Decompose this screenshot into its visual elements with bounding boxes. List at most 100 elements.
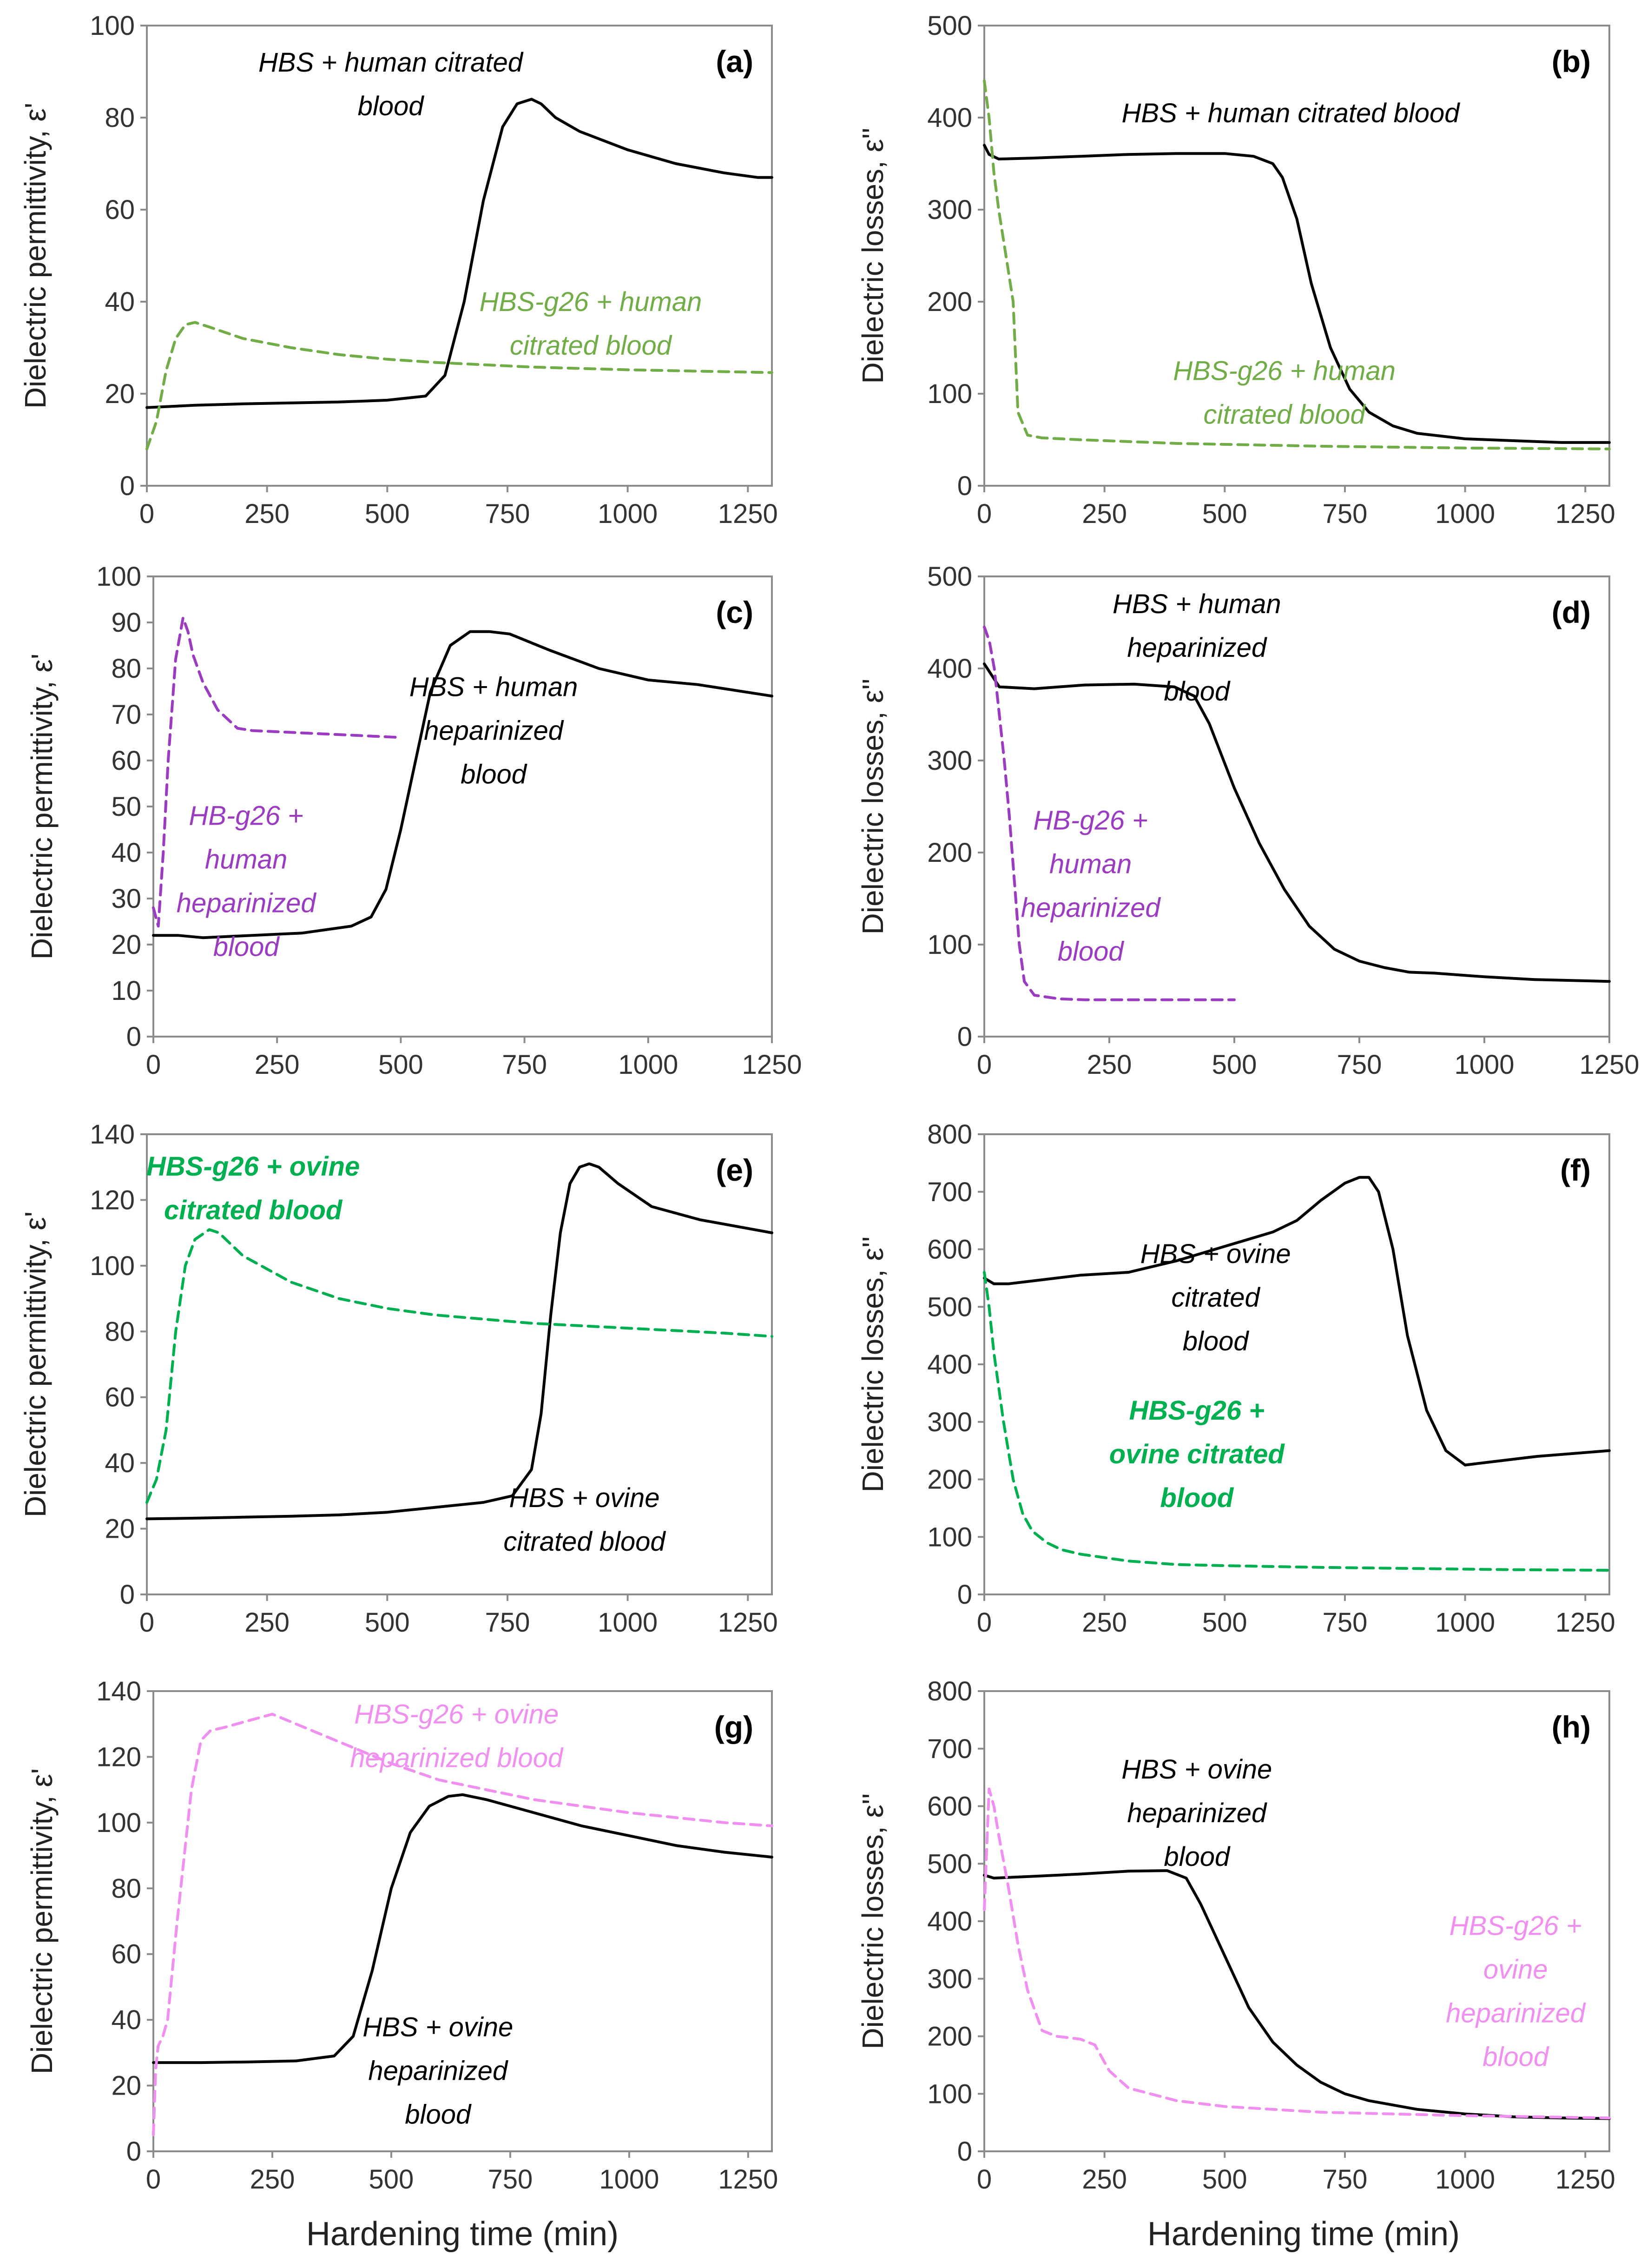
x-tick-label: 0: [977, 1050, 992, 1080]
y-tick-label: 800: [927, 1676, 972, 1706]
x-tick-label: 1000: [598, 499, 658, 529]
x-tick-label: 250: [244, 1607, 290, 1638]
y-axis-title: Dielectric losses, ε'': [856, 1793, 889, 2050]
x-tick-label: 750: [1337, 1050, 1382, 1080]
y-tick-label: 200: [927, 2022, 972, 2052]
y-tick-label: 20: [111, 930, 141, 960]
x-tick-label: 0: [977, 499, 992, 529]
y-axis-title: Dielectric losses, ε'': [856, 679, 889, 935]
y-tick-label: 300: [927, 1407, 972, 1437]
x-tick-label: 500: [1202, 1607, 1247, 1638]
x-tick-label: 750: [1323, 499, 1368, 529]
x-tick-label: 750: [1323, 1607, 1368, 1638]
x-tick-label: 750: [502, 1050, 547, 1080]
y-tick-label: 400: [927, 1349, 972, 1380]
y-axis-title: Dielectric losses, ε'': [856, 128, 889, 384]
y-tick-label: 400: [927, 103, 972, 133]
series-annotation: heparinized: [177, 888, 317, 919]
series-line-g26: [983, 79, 1611, 450]
series-line-hbs: [983, 144, 1611, 444]
y-tick-label: 500: [927, 1849, 972, 1879]
x-tick-label: 500: [1202, 2164, 1247, 2195]
y-tick-label: 200: [927, 838, 972, 868]
y-tick-label: 40: [105, 287, 135, 317]
y-tick-label: 40: [105, 1448, 135, 1478]
panel-label: (c): [716, 595, 753, 629]
y-tick-label: 120: [90, 1185, 135, 1215]
series-annotation: heparinized blood: [350, 1743, 564, 1773]
y-tick-label: 140: [90, 1119, 135, 1150]
x-tick-label: 1000: [1435, 2164, 1495, 2195]
x-tick-label: 750: [488, 2164, 533, 2195]
series-annotation: HBS-g26 +: [1129, 1395, 1265, 1426]
series-annotation: citrated: [1172, 1283, 1261, 1313]
x-axis-title-left: Hardening time (min): [306, 2215, 619, 2253]
y-tick-label: 0: [120, 1580, 135, 1610]
series-line-g26: [145, 1228, 773, 1504]
series-line-hbs: [152, 630, 773, 939]
series-annotation: blood: [461, 759, 527, 789]
y-tick-label: 10: [111, 976, 141, 1006]
x-tick-label: 1250: [718, 2164, 778, 2195]
x-axis-title-right: Hardening time (min): [1147, 2215, 1460, 2253]
x-tick-label: 1000: [599, 2164, 659, 2195]
y-tick-label: 0: [126, 2136, 141, 2167]
y-tick-label: 400: [927, 1906, 972, 1937]
series-annotation: blood: [405, 2100, 472, 2130]
x-tick-label: 1000: [618, 1050, 678, 1080]
y-tick-label: 500: [927, 11, 972, 41]
x-tick-label: 250: [1082, 1607, 1127, 1638]
y-tick-label: 100: [927, 379, 972, 409]
x-tick-label: 1000: [598, 1607, 658, 1638]
plot-frame: [983, 1133, 1610, 1595]
chart-panel-e: 0 20 40 60 80 100 120 140 0 250 500 750 1000 1250 Diel…: [19, 1119, 778, 1638]
series-annotation: heparinized: [424, 715, 564, 746]
y-tick-label: 0: [957, 2136, 972, 2167]
y-tick-label: 300: [927, 1964, 972, 1994]
series-annotation: blood: [1482, 2042, 1549, 2072]
x-tick-label: 1250: [718, 1607, 778, 1638]
series-annotation: HBS-g26 + ovine: [146, 1151, 360, 1182]
plot-frame: [146, 1133, 773, 1595]
chart-panel-b: 0 100 200 300 400 500 0 250 500 750 1000 1250 Dielec…: [856, 11, 1615, 529]
y-tick-label: 80: [105, 1316, 135, 1347]
series-line-g26: [152, 616, 402, 928]
y-tick-label: 300: [927, 746, 972, 776]
x-tick-label: 1250: [742, 1050, 802, 1080]
series-annotation: HBS-g26 + ovine: [354, 1699, 559, 1729]
x-tick-label: 500: [1212, 1050, 1257, 1080]
series-line-hbs: [152, 1793, 773, 2064]
series-annotation: blood: [1058, 937, 1125, 967]
plot-frame: [983, 25, 1610, 487]
y-axis-title: Dielectric permittivity, ε': [19, 103, 52, 409]
y-tick-label: 200: [927, 287, 972, 317]
x-tick-label: 250: [250, 2164, 295, 2195]
x-tick-label: 250: [1087, 1050, 1132, 1080]
chart-panel-h: 0 100 200 300 400 500 600 700 800 0 250 500 750 1000 1…: [856, 1676, 1615, 2195]
series-annotation: citrated blood: [503, 1527, 666, 1557]
x-tick-label: 500: [378, 1050, 423, 1080]
series-annotation: HBS + human citrated: [258, 47, 524, 78]
y-tick-label: 500: [927, 562, 972, 592]
series-annotation: heparinized: [1127, 633, 1267, 663]
series-annotation: blood: [213, 932, 280, 962]
series-line-hbs: [983, 1869, 1611, 2120]
series-annotation: heparinized: [368, 2056, 508, 2086]
x-tick-label: 750: [485, 1607, 530, 1638]
series-annotation: blood: [1160, 1483, 1234, 1513]
y-tick-label: 20: [105, 379, 135, 409]
series-line-hbs: [983, 1176, 1611, 1467]
series-annotation: HBS + human: [1113, 589, 1281, 619]
y-tick-label: 700: [927, 1734, 972, 1764]
y-tick-label: 800: [927, 1119, 972, 1150]
panel-label: (b): [1552, 44, 1591, 79]
x-tick-label: 500: [365, 1607, 410, 1638]
panel-label: (a): [716, 44, 753, 79]
x-tick-label: 1250: [718, 499, 778, 529]
y-tick-label: 80: [111, 654, 141, 684]
y-tick-label: 60: [105, 1382, 135, 1413]
y-tick-label: 90: [111, 608, 141, 638]
panel-label: (h): [1552, 1710, 1591, 1744]
